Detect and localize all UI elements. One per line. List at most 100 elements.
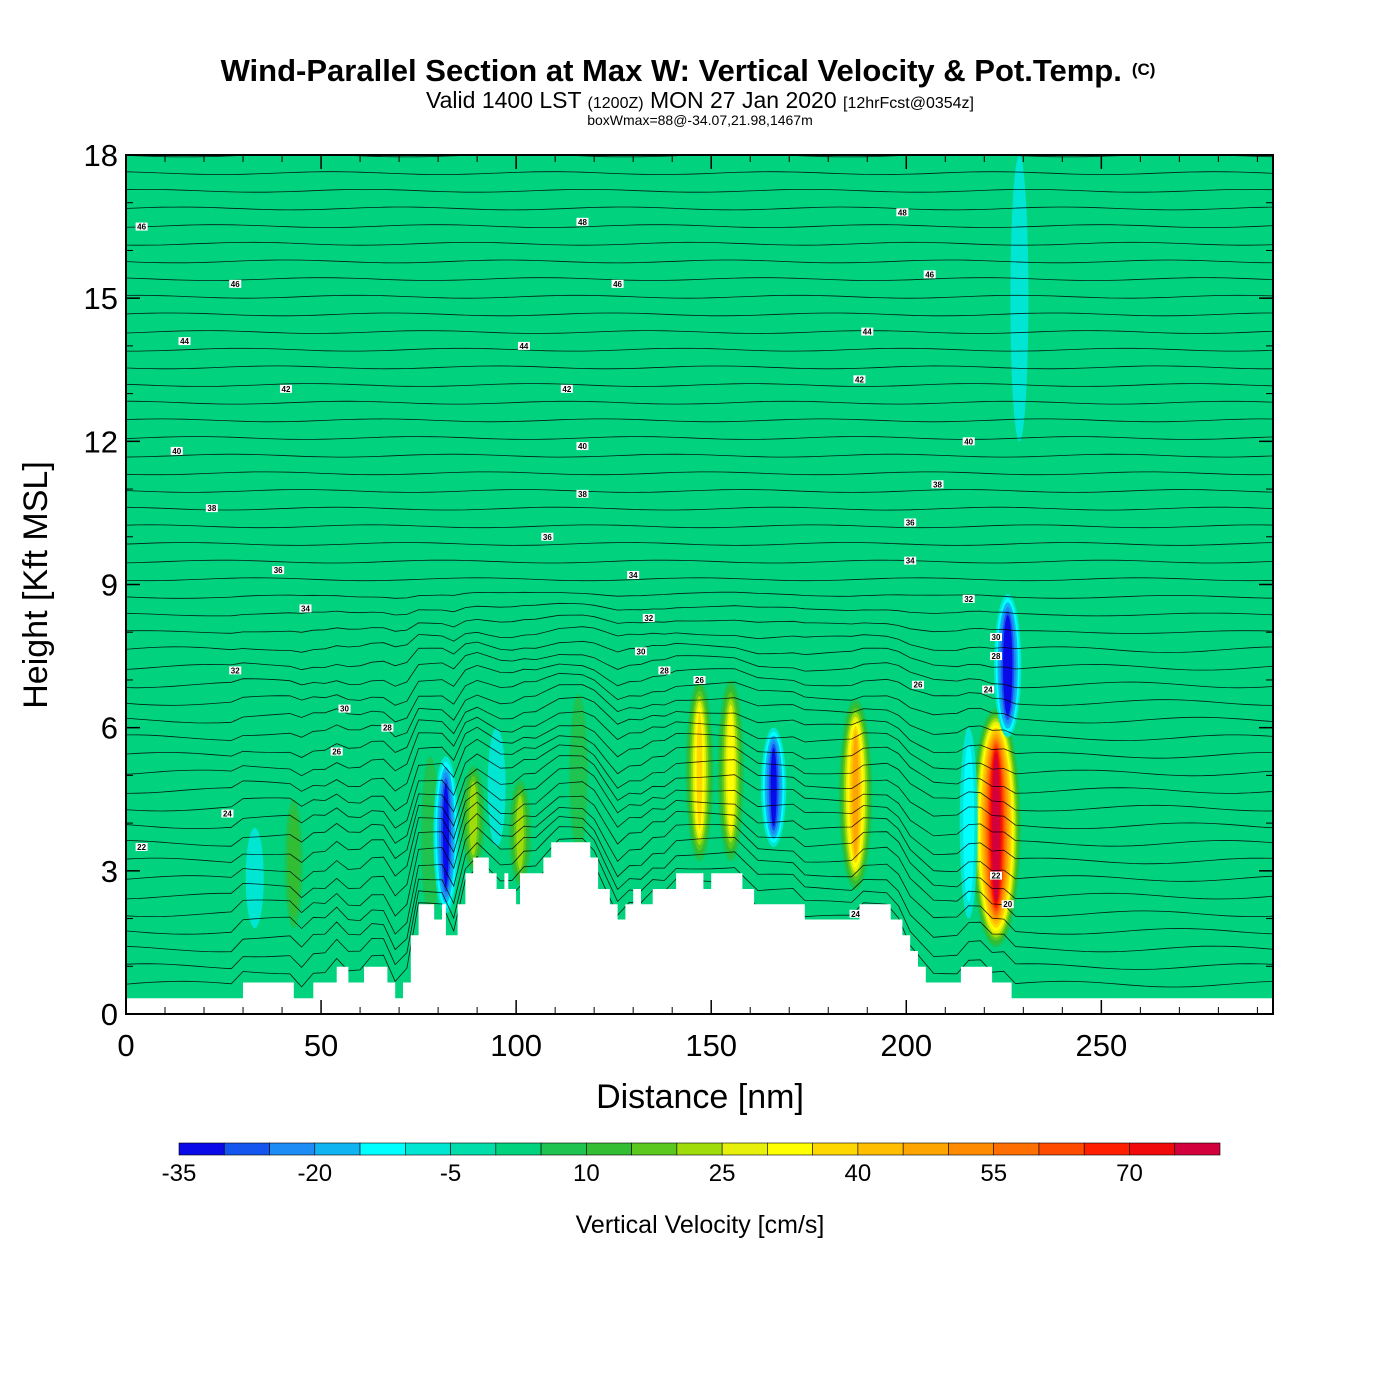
theta-contour-line-24: [126, 559, 1273, 564]
terrain-mask: [126, 842, 1273, 1014]
theta-contour-line-9: [126, 744, 1273, 830]
colorbar: -35 -20 -5 10 25 40 55 70: [162, 1142, 1221, 1187]
theta-contour-line-4: [126, 806, 1273, 918]
downdraft-cell-5-level-6: [1004, 619, 1011, 712]
colorbar-tick-label-5: 40: [845, 1160, 872, 1187]
svg-text:48: 48: [578, 218, 587, 227]
colorbar-swatch-11: [676, 1142, 723, 1156]
theta-contour-line-21: [126, 602, 1273, 617]
svg-text:44: 44: [863, 328, 872, 337]
theta-contour-line-6: [126, 781, 1273, 882]
theta-contour-line-45: [126, 189, 1273, 193]
theta-label-8: 32: [229, 666, 242, 675]
theta-contour-line-25: [126, 542, 1273, 546]
theta-contour-line-26: [126, 524, 1273, 529]
svg-text:22: 22: [992, 872, 1001, 881]
theta-label-28: 44: [861, 327, 874, 337]
theta-contour-line-19: [126, 626, 1273, 653]
svg-text:42: 42: [855, 375, 864, 384]
theta-label-15: 46: [611, 279, 624, 289]
theta-contour-line-35: [126, 365, 1273, 370]
theta-contour-line-37: [126, 330, 1273, 334]
theta-contour-line-38: [126, 312, 1273, 317]
theta-contour-line-23: [126, 577, 1273, 582]
chart-subtitle-2: boxWmax=88@-34.07,21.98,1467m: [587, 112, 813, 128]
theta-contour-line-27: [126, 506, 1273, 511]
updraft-cell-6-level-5: [727, 710, 734, 831]
svg-text:38: 38: [578, 490, 587, 499]
subtitle-forecast: [12hrFcst@0354z]: [843, 95, 974, 112]
theta-label-30: 40: [962, 437, 975, 446]
theta-label-41: 20: [1001, 900, 1014, 909]
svg-text:36: 36: [274, 566, 283, 575]
svg-text:46: 46: [925, 270, 934, 279]
theta-label-20: 36: [541, 532, 554, 542]
theta-label-11: 26: [330, 747, 343, 757]
theta-label-16: 44: [517, 341, 530, 351]
theta-contour-line-5: [126, 795, 1273, 900]
plot-area: 46 46 44 42 40 38 36 34 32 30 28 26 24 22 48 46 44 42 40 38…: [126, 155, 1273, 1014]
colorbar-tick-label-1: -20: [297, 1160, 332, 1187]
svg-text:38: 38: [933, 480, 942, 489]
theta-contour-line-14: [126, 684, 1273, 742]
theta-label-33: 34: [904, 556, 917, 566]
theta-label-3: 42: [279, 384, 292, 394]
svg-text:42: 42: [562, 385, 571, 394]
svg-text:36: 36: [906, 518, 915, 527]
theta-label-4: 40: [170, 446, 183, 456]
theta-contour-line-3: [126, 816, 1273, 935]
theta-label-22: 32: [642, 613, 655, 623]
theta-contour-line-28: [126, 489, 1273, 493]
colorbar-swatch-16: [902, 1142, 949, 1156]
colorbar-swatch-2: [269, 1142, 316, 1156]
colorbar-title: Vertical Velocity [cm/s]: [576, 1211, 825, 1239]
svg-text:28: 28: [383, 724, 392, 733]
theta-contour-line-30: [126, 453, 1273, 458]
theta-label-36: 28: [990, 652, 1003, 661]
colorbar-swatch-15: [857, 1142, 904, 1156]
theta-label-35: 30: [990, 632, 1003, 642]
colorbar-swatch-9: [586, 1142, 632, 1156]
theta-contour-line-22: [126, 591, 1273, 599]
theta-label-2: 44: [178, 337, 191, 346]
svg-text:40: 40: [578, 442, 587, 451]
svg-text:26: 26: [914, 681, 923, 690]
colorbar-tick-label-7: 70: [1116, 1160, 1143, 1187]
theta-contour-line-11: [126, 725, 1273, 794]
theta-label-18: 40: [576, 442, 589, 451]
x-tick-label-5: 250: [1075, 1028, 1127, 1063]
y-tick-label-2: 6: [101, 711, 118, 746]
x-axis: 0 50 100 150 200 250: [117, 155, 1258, 1063]
svg-text:36: 36: [543, 533, 552, 542]
colorbar-swatch-22: [1174, 1142, 1221, 1156]
colorbar-swatch-8: [540, 1142, 587, 1156]
svg-text:38: 38: [207, 504, 216, 513]
svg-text:40: 40: [964, 437, 973, 446]
theta-label-27: 46: [923, 270, 936, 279]
colorbar-swatch-21: [1129, 1142, 1176, 1156]
colorbar-swatch-17: [948, 1142, 994, 1156]
downdraft-cell-6-level-0: [1010, 155, 1029, 442]
colorbar-swatch-12: [721, 1142, 768, 1156]
theta-contour-line-33: [126, 400, 1273, 405]
theta-contour-line-8: [126, 755, 1273, 847]
chart-subtitle: Valid 1400 LST (1200Z) MON 27 Jan 2020 […: [426, 87, 974, 113]
svg-text:28: 28: [660, 666, 669, 675]
svg-text:32: 32: [644, 614, 653, 623]
colorbar-swatch-0: [178, 1142, 225, 1156]
theta-label-21: 34: [627, 570, 640, 580]
updraft-cell-4-level-0: [569, 694, 588, 852]
theta-contour-line-2: [126, 826, 1273, 953]
theta-contour-line-18: [126, 640, 1273, 671]
svg-text:26: 26: [332, 748, 341, 757]
svg-text:46: 46: [137, 223, 146, 232]
theta-contour-line-32: [126, 418, 1273, 423]
svg-text:30: 30: [340, 705, 349, 714]
theta-label-31: 38: [931, 480, 944, 489]
theta-label-34: 32: [962, 594, 975, 604]
theta-contour-line-13: [126, 696, 1273, 759]
y-tick-label-3: 9: [101, 568, 118, 603]
theta-contour-line-1: [126, 837, 1273, 970]
theta-label-17: 42: [560, 384, 573, 394]
